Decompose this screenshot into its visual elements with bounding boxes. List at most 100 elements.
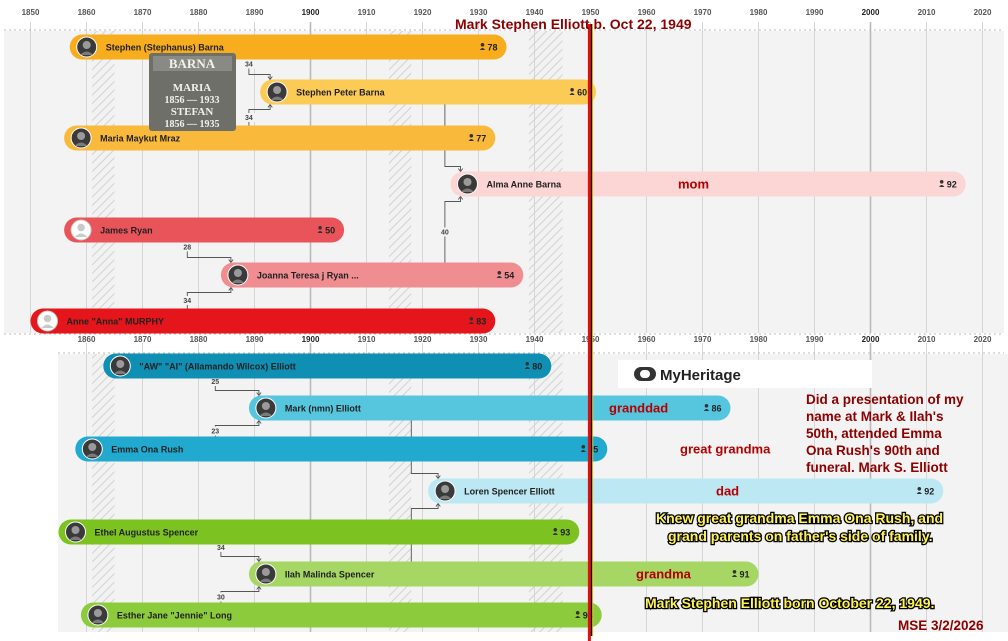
person-bar[interactable]: Emma Ona Rush 95: [75, 436, 608, 462]
person-bar-shape: [80, 602, 602, 628]
person-age: 95: [588, 445, 598, 455]
person-name: Ilah Malinda Spencer: [285, 570, 375, 580]
relation-label: dad: [716, 484, 739, 499]
lifespan-icon-body: [552, 533, 558, 535]
axis-tick-label-mid: 1960: [638, 335, 656, 344]
lifespan-icon: [917, 487, 922, 491]
lifespan-icon: [570, 88, 574, 92]
axis-tick-label-top: 1980: [750, 8, 768, 17]
age-gap-label-bg: [437, 227, 452, 237]
axis-tick-label-top: 1850: [22, 8, 40, 17]
person-age: 50: [325, 226, 335, 236]
person-bar[interactable]: Esther Jane "Jennie" Long 93: [80, 602, 602, 628]
portrait-icon: [81, 438, 103, 460]
person-bar-shape: [248, 395, 731, 421]
person-age: 78: [488, 43, 498, 53]
person-bar-shape: [75, 436, 608, 462]
person-age: 91: [740, 570, 750, 580]
portrait-icon: [266, 81, 288, 103]
hatched-period-band: [92, 354, 115, 632]
lifespan-icon-body: [703, 409, 710, 411]
person-bar[interactable]: Stephen (Stephanus) Barna 78: [69, 34, 507, 60]
lifespan-icon: [469, 317, 474, 321]
portrait-icon: [457, 173, 478, 195]
lifespan-icon-body: [317, 231, 323, 233]
gravestone-text-first-name: MARIA: [173, 82, 212, 94]
axis-tick-label-mid: 2020: [974, 335, 992, 344]
lifespan-icon: [575, 611, 580, 615]
axis-tick-label-mid: 1880: [190, 335, 208, 344]
person-age: 93: [560, 528, 570, 538]
age-gap-label: 23: [211, 429, 219, 436]
connector-arrowhead: [228, 286, 234, 291]
connector-arrowhead: [256, 419, 262, 424]
person-name: James Ryan: [100, 226, 153, 236]
axis-tick-label-top: 1900: [302, 8, 320, 17]
person-bar[interactable]: Loren Spencer Elliott 92: [428, 478, 944, 504]
portrait-icon: [65, 521, 86, 543]
person-bar[interactable]: Alma Anne Barna 92: [450, 171, 966, 197]
axis-tick-label-top: 1960: [638, 8, 656, 17]
age-gap-label-bg: [241, 59, 256, 69]
portrait-icon: [76, 36, 98, 58]
person-bar[interactable]: James Ryan 50: [64, 217, 345, 243]
connector-arrowhead: [435, 475, 441, 480]
portrait-icon: [434, 480, 456, 502]
person-name: Anne "Anna" MURPHY: [67, 317, 165, 327]
lifespan-icon-body: [580, 450, 586, 452]
presentation-note-line-3: 50th, attended Emma: [806, 426, 942, 441]
axis-tick-label-mid: 1900: [302, 335, 320, 344]
person-bar-shape: [58, 519, 580, 545]
axis-tick-label-top: 1940: [526, 8, 544, 17]
person-age: 93: [583, 611, 593, 621]
lifespan-icon: [480, 43, 485, 47]
person-bar[interactable]: Ilah Malinda Spencer 91: [248, 561, 759, 587]
myheritage-logo-text: MyHeritage: [660, 367, 741, 384]
person-bar[interactable]: Joanna Teresa j Ryan ... 54: [220, 262, 524, 288]
axis-tick-label-mid: 1870: [134, 335, 152, 344]
lifespan-icon-body: [468, 139, 474, 141]
person-bar[interactable]: Maria Maykut Mraz 77: [64, 125, 496, 151]
person-name: Stephen (Stephanus) Barna: [106, 43, 225, 53]
lifespan-icon: [704, 404, 709, 408]
connector-arrowhead: [256, 392, 262, 397]
portrait-icon: [70, 127, 92, 149]
axis-tick-label-top: 2010: [918, 8, 936, 17]
connector-arrowhead: [256, 558, 262, 563]
presentation-note: Did a presentation of my name at Mark & …: [806, 392, 964, 475]
age-gap-label-bg: [208, 426, 223, 436]
age-gap-label: 25: [211, 379, 219, 386]
presentation-note-line-4: Ona Rush's 90th and: [806, 443, 940, 458]
axis-tick-label-mid: 1890: [246, 335, 264, 344]
birth-note: Mark Stephen Elliott born October 22, 19…: [645, 595, 934, 611]
axis-tick-label-mid: 1970: [694, 335, 712, 344]
person-name: Mark (nmn) Elliott: [285, 404, 361, 414]
age-gap-label: 40: [441, 230, 449, 237]
person-age: 86: [712, 404, 722, 414]
person-name: Esther Jane "Jennie" Long: [117, 611, 232, 621]
person-bar-shape: [428, 478, 944, 504]
axis-tick-label-top: 2000: [862, 8, 880, 17]
connector-arrowhead: [267, 103, 273, 108]
connector-arrowhead: [267, 76, 273, 81]
person-bar[interactable]: "AW" "Al" (Allamando Wilcox) Elliott 80: [103, 353, 552, 379]
lifespan-icon: [581, 445, 586, 449]
person-age: 77: [476, 134, 486, 144]
person-bar-shape: [248, 561, 759, 587]
person-bar[interactable]: Mark (nmn) Elliott 86: [248, 395, 731, 421]
person-name: Emma Ona Rush: [111, 445, 183, 455]
person-bar[interactable]: Stephen Peter Barna 60: [260, 79, 597, 105]
axis-tick-label-mid: 2000: [862, 335, 880, 344]
person-bar[interactable]: Ethel Augustus Spencer 93: [58, 519, 580, 545]
gravestone-text-first-dates: 1856 — 1933: [165, 95, 220, 106]
lifespan-icon: [525, 362, 530, 366]
person-bar[interactable]: Anne "Anna" MURPHY 83: [30, 308, 496, 334]
axis-tick-label-mid: 1920: [414, 335, 432, 344]
lifespan-icon: [553, 528, 558, 532]
family-knowledge-note: Knew great grandma Emma Ona Rush, and gr…: [655, 509, 945, 546]
lifespan-icon-body: [479, 48, 486, 50]
person-bar-shape: [450, 171, 966, 197]
person-age: 92: [947, 180, 957, 190]
portrait-icon: [255, 563, 277, 585]
birth-marker-label: Mark Stephen Elliott b. Oct 22, 1949: [455, 16, 692, 32]
